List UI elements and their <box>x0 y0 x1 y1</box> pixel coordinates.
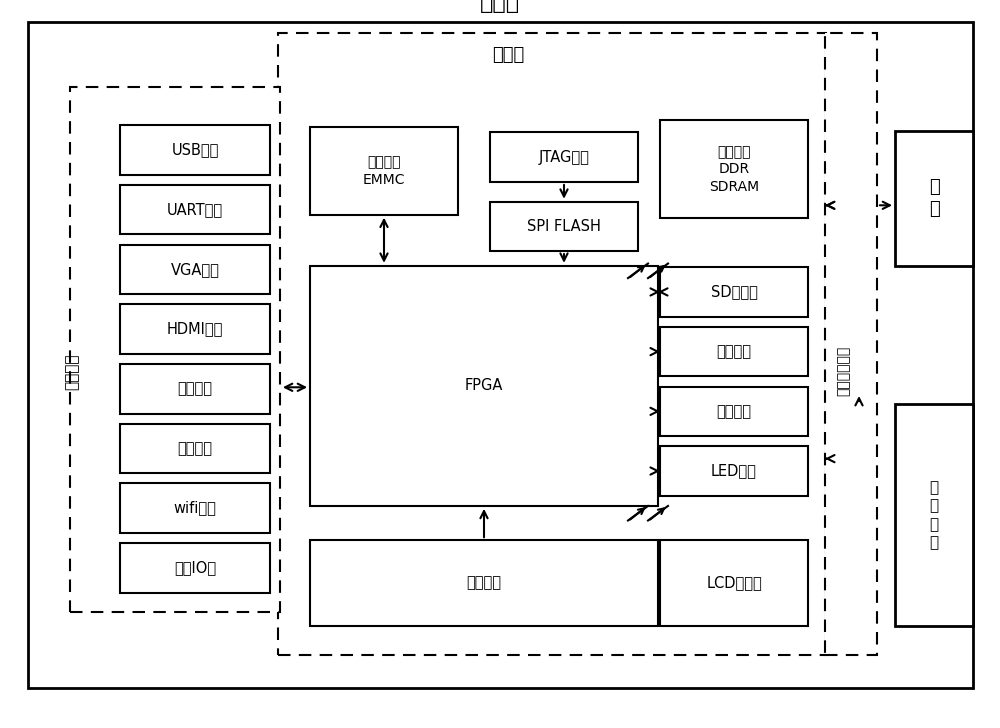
Bar <box>490 132 638 182</box>
Text: LED指示: LED指示 <box>711 464 757 478</box>
Text: JTAG接口: JTAG接口 <box>539 150 589 165</box>
Bar <box>895 404 973 626</box>
Bar <box>278 33 826 655</box>
Text: 开关模块: 开关模块 <box>716 344 752 359</box>
Bar <box>660 446 808 496</box>
Bar <box>120 125 270 175</box>
Bar <box>120 543 270 593</box>
Bar <box>120 304 270 354</box>
Text: HDMI模块: HDMI模块 <box>167 322 223 336</box>
Text: UART模块: UART模块 <box>167 202 223 217</box>
Bar <box>660 387 808 436</box>
Bar <box>660 267 808 317</box>
Text: 扩展IO口: 扩展IO口 <box>174 561 216 575</box>
Bar <box>120 245 270 294</box>
Text: 主控板: 主控板 <box>492 46 524 64</box>
Bar <box>70 87 280 612</box>
Bar <box>490 202 638 251</box>
Bar <box>120 364 270 414</box>
Text: 蓝牙模块: 蓝牙模块 <box>178 441 212 456</box>
Text: 按键模块: 按键模块 <box>466 576 502 590</box>
Text: 控制盒: 控制盒 <box>480 0 520 13</box>
Bar <box>310 540 658 626</box>
Bar <box>120 185 270 234</box>
Text: wifi模块: wifi模块 <box>174 501 216 515</box>
Text: FPGA: FPGA <box>465 379 503 393</box>
Text: 通讯模块: 通讯模块 <box>64 353 80 389</box>
Text: 电
池: 电 池 <box>929 178 939 218</box>
Text: SD卡模块: SD卡模块 <box>711 285 757 299</box>
Bar <box>660 327 808 376</box>
Text: 内部存储
DDR
SDRAM: 内部存储 DDR SDRAM <box>709 145 759 194</box>
Text: 电
源
模
块: 电 源 模 块 <box>929 480 939 550</box>
Text: 电压转换模块: 电压转换模块 <box>836 346 850 397</box>
Bar <box>660 120 808 218</box>
Text: 晶振模块: 晶振模块 <box>716 404 752 419</box>
Bar <box>120 483 270 533</box>
Text: USB模块: USB模块 <box>171 143 219 157</box>
Bar <box>825 33 877 655</box>
Text: 网口模块: 网口模块 <box>178 381 212 396</box>
Text: 外部存储
EMMC: 外部存储 EMMC <box>363 156 405 186</box>
Text: VGA模块: VGA模块 <box>171 262 219 277</box>
Text: SPI FLASH: SPI FLASH <box>527 219 601 234</box>
Bar <box>895 131 973 266</box>
Bar <box>310 127 458 215</box>
Bar <box>660 540 808 626</box>
Bar <box>120 424 270 473</box>
Text: LCD显示屏: LCD显示屏 <box>706 576 762 590</box>
Bar <box>310 266 658 506</box>
